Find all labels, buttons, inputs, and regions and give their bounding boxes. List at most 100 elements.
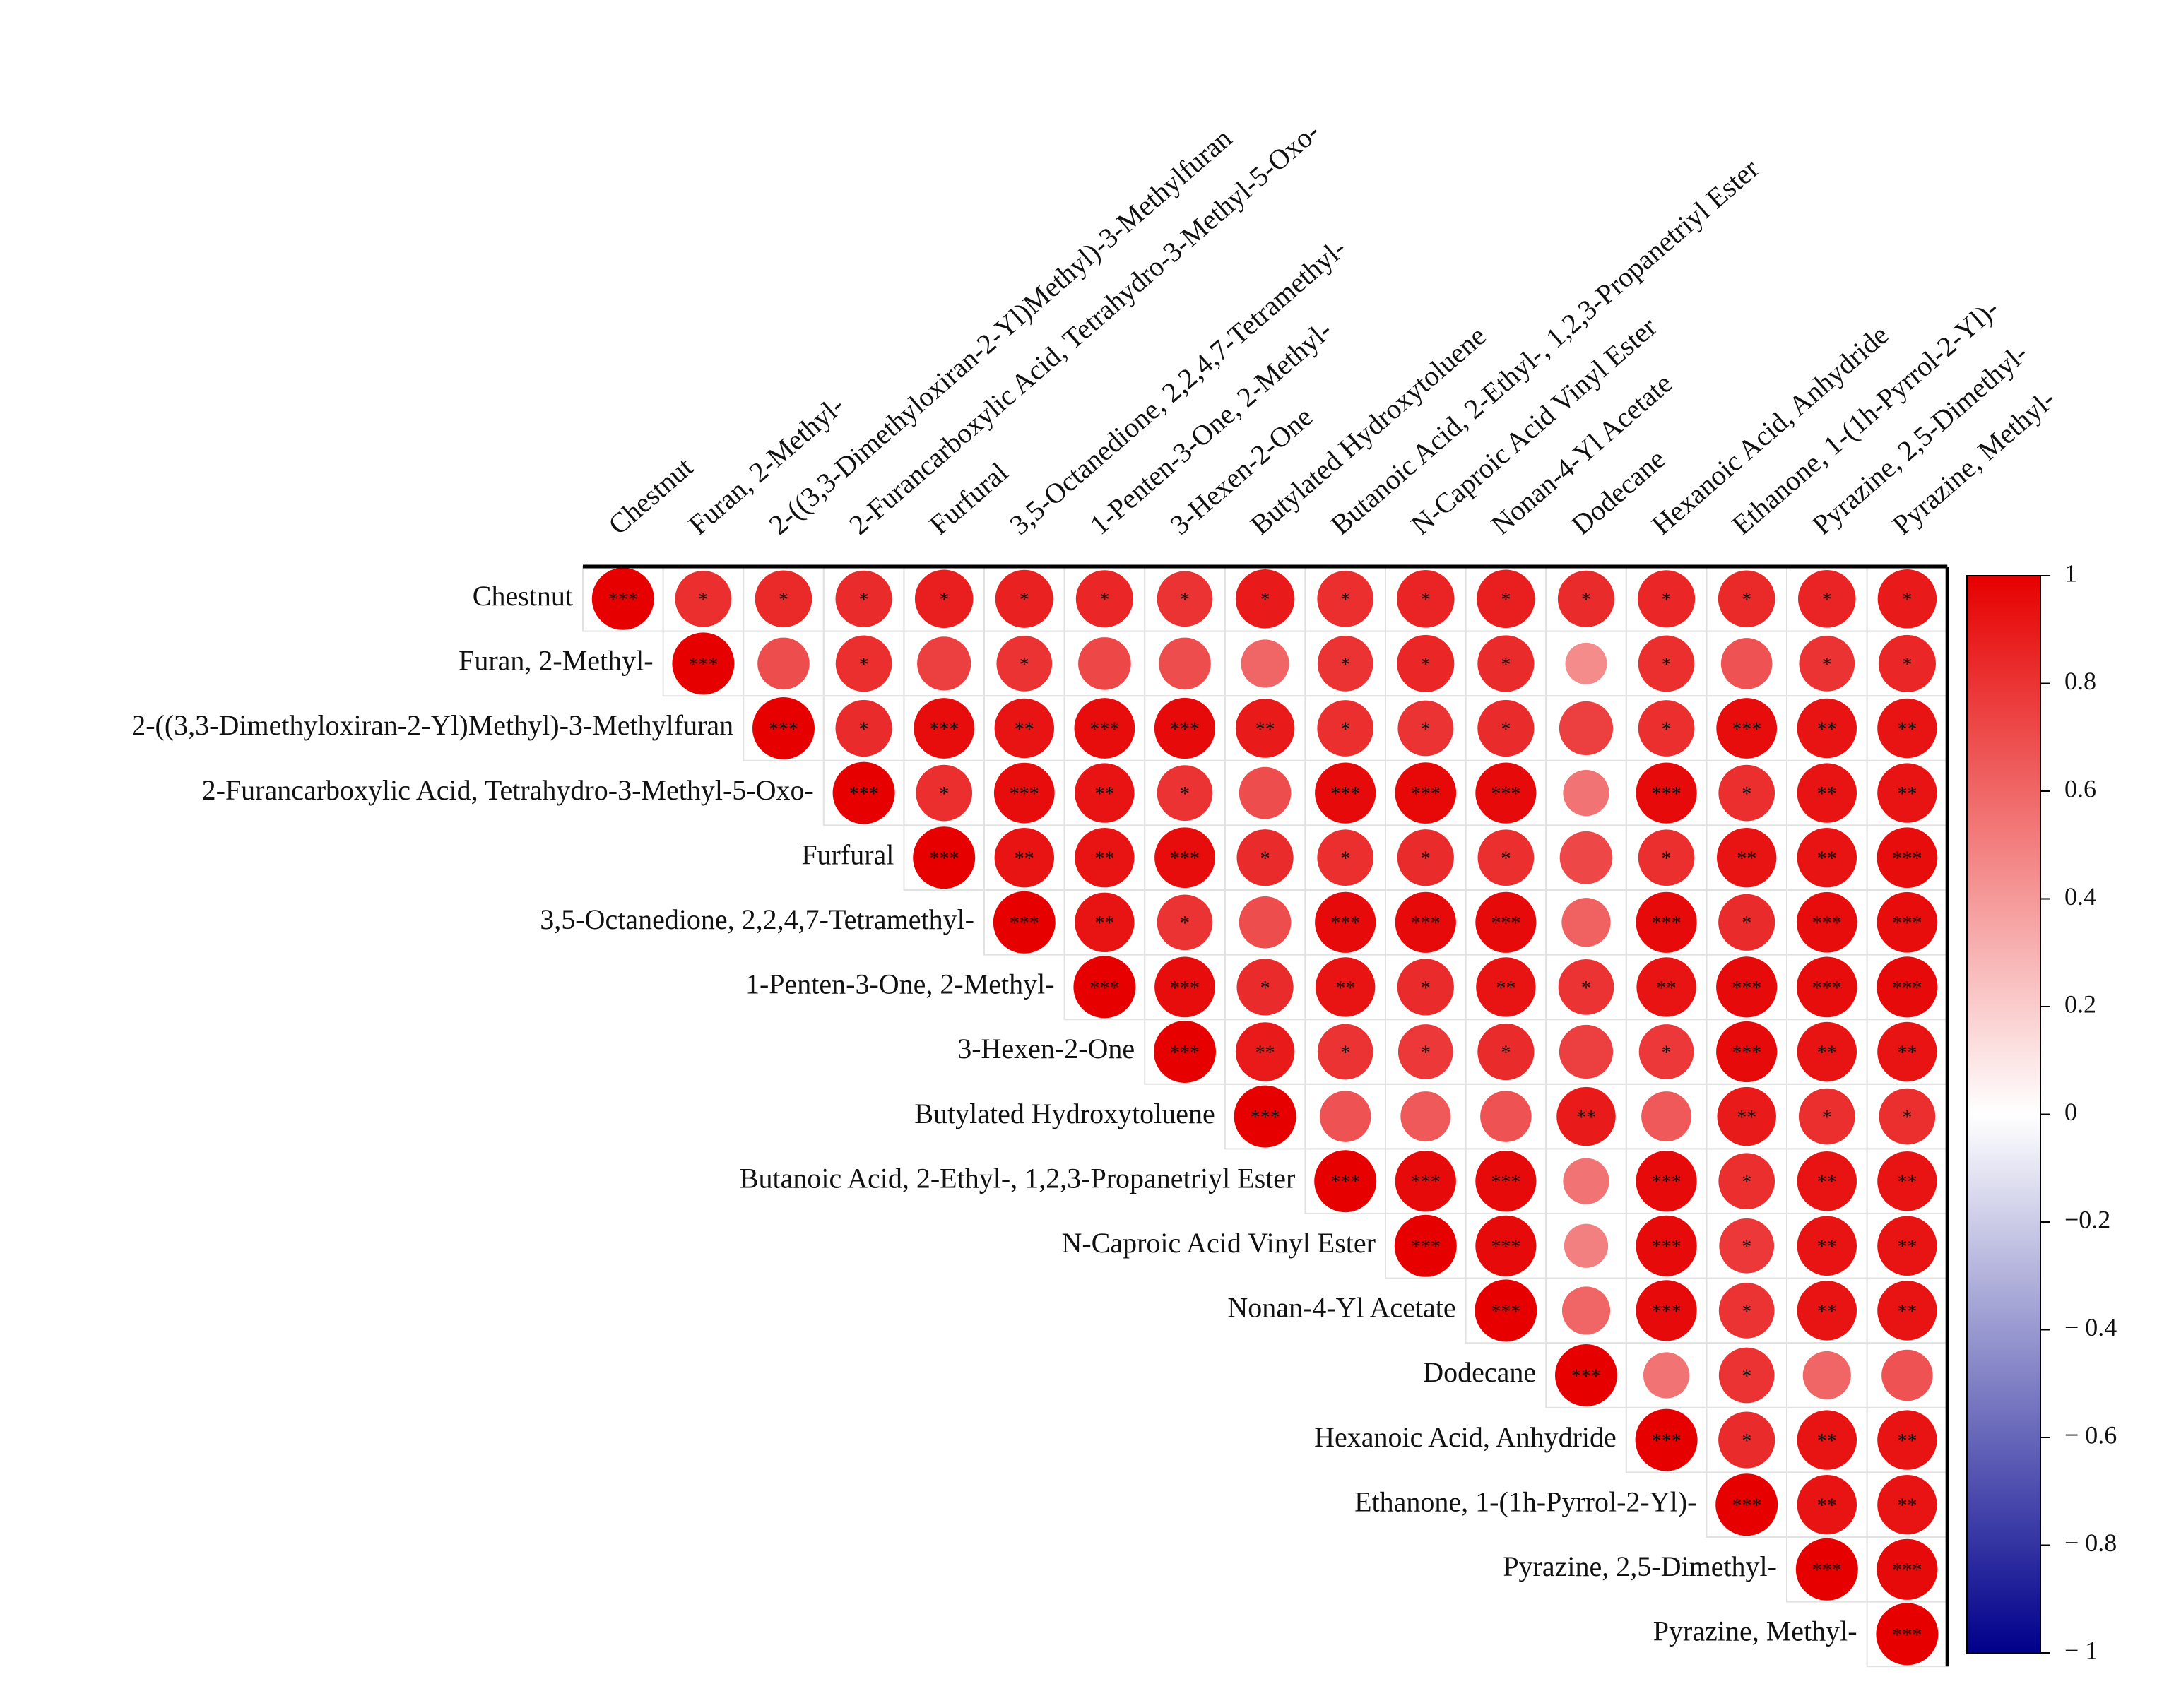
significance: ** xyxy=(1657,978,1677,1000)
significance: ** xyxy=(1817,848,1837,870)
correlation-circle xyxy=(1154,697,1216,759)
row-label: Dodecane xyxy=(1423,1356,1536,1388)
significance: ** xyxy=(1094,783,1114,805)
significance: *** xyxy=(1170,1042,1200,1064)
correlation-circle xyxy=(1796,956,1857,1018)
correlation-circle xyxy=(1635,1408,1698,1471)
correlation-circle xyxy=(1802,1351,1851,1400)
significance: *** xyxy=(1732,1042,1761,1064)
significance: ** xyxy=(1897,718,1917,740)
correlation-circle xyxy=(1241,639,1289,688)
significance: * xyxy=(859,589,869,611)
correlation-circle xyxy=(1477,635,1535,692)
significance: *** xyxy=(1089,978,1119,1000)
colorbar-tick-label: −0.2 xyxy=(2064,1205,2110,1233)
significance: *** xyxy=(929,718,959,740)
correlation-circle xyxy=(916,764,973,822)
correlation-circle xyxy=(1636,891,1697,953)
correlation-circle xyxy=(1154,956,1215,1018)
correlation-circle xyxy=(1797,1474,1857,1535)
colorbar-tick-label: 0.8 xyxy=(2064,667,2096,695)
correlation-circle xyxy=(1558,959,1614,1015)
column-label: Chestnut xyxy=(602,451,699,540)
correlation-circle xyxy=(1075,570,1133,628)
significance: * xyxy=(1180,589,1190,611)
correlation-circle xyxy=(1638,1024,1694,1079)
significance: * xyxy=(1742,589,1751,611)
significance: * xyxy=(1662,589,1672,611)
row-label: Butanoic Acid, 2-Ethyl-, 1,2,3-Propanetr… xyxy=(740,1162,1296,1194)
correlation-circle xyxy=(1798,1088,1855,1145)
correlation-circle xyxy=(1718,570,1775,628)
correlation-circle xyxy=(1235,699,1295,758)
correlation-circle xyxy=(832,761,895,824)
significance: *** xyxy=(1330,913,1360,935)
correlation-circle xyxy=(1718,1411,1775,1469)
significance: ** xyxy=(1817,718,1837,740)
correlation-circle xyxy=(1881,1349,1933,1401)
correlation-circle xyxy=(993,762,1055,824)
correlation-circle xyxy=(1877,1021,1937,1082)
significance: * xyxy=(1822,654,1832,676)
significance: ** xyxy=(1817,1301,1837,1323)
significance: * xyxy=(779,589,788,611)
correlation-circle xyxy=(917,636,971,691)
correlation-circle xyxy=(1636,1151,1697,1212)
significance: ** xyxy=(1737,1107,1756,1129)
significance: *** xyxy=(1892,1625,1922,1647)
significance: * xyxy=(1421,978,1431,1000)
correlation-circle xyxy=(1555,1344,1617,1406)
correlation-circle xyxy=(1395,891,1456,953)
significance: *** xyxy=(1652,783,1682,805)
significance: ** xyxy=(1817,1495,1837,1517)
significance: *** xyxy=(1491,1236,1520,1258)
row-label: 3,5-Octanedione, 2,2,4,7-Tetramethyl- xyxy=(540,903,974,935)
significance: *** xyxy=(1170,848,1200,870)
significance: * xyxy=(1020,654,1029,676)
significance: *** xyxy=(1251,1107,1280,1129)
correlation-circle xyxy=(1239,896,1292,949)
significance: * xyxy=(859,718,869,740)
correlation-circle xyxy=(1159,637,1211,690)
correlation-circle xyxy=(1396,569,1455,628)
correlation-circle xyxy=(1234,1085,1296,1148)
significance: *** xyxy=(1571,1365,1601,1387)
correlation-circle xyxy=(1877,763,1937,823)
correlation-circle xyxy=(1797,827,1857,888)
significance: *** xyxy=(1732,978,1761,1000)
significance: * xyxy=(1742,1430,1751,1452)
significance: ** xyxy=(1897,1236,1917,1258)
significance: ** xyxy=(1015,848,1034,870)
correlation-circle xyxy=(1561,1286,1611,1335)
significance: *** xyxy=(1732,1495,1761,1517)
row-label: 2-Furancarboxylic Acid, Tetrahydro-3-Met… xyxy=(202,774,814,806)
colorbar-tick-label: 0 xyxy=(2064,1098,2077,1126)
significance: ** xyxy=(1897,1172,1917,1194)
correlation-circle xyxy=(1719,1218,1775,1274)
correlation-circle xyxy=(1565,642,1607,684)
significance: *** xyxy=(929,848,959,870)
correlation-circle xyxy=(1877,1538,1938,1600)
significance: * xyxy=(1662,654,1672,676)
correlation-circle xyxy=(591,567,654,630)
correlation-circle xyxy=(1718,764,1775,822)
significance: * xyxy=(1742,1236,1751,1258)
correlation-circle xyxy=(1797,763,1857,823)
correlation-circle xyxy=(1877,698,1937,759)
correlation-circle xyxy=(1636,762,1697,824)
significance: * xyxy=(939,783,949,805)
correlation-circle xyxy=(1563,1158,1609,1204)
significance: *** xyxy=(1010,783,1039,805)
row-label: Furan, 2-Methyl- xyxy=(459,645,654,677)
correlation-circle xyxy=(1877,1281,1937,1341)
row-label: 1-Penten-3-One, 2-Methyl- xyxy=(745,968,1055,1000)
row-label: Pyrazine, 2,5-Dimethyl- xyxy=(1503,1550,1777,1582)
correlation-circle xyxy=(1638,829,1695,886)
correlation-circle xyxy=(1636,957,1696,1017)
significance: * xyxy=(1902,589,1912,611)
correlation-circle xyxy=(1718,1347,1775,1404)
correlation-circle xyxy=(1154,827,1215,889)
correlation-circle xyxy=(835,699,892,757)
significance: ** xyxy=(1737,848,1756,870)
colorbar-tick-label: 1 xyxy=(2064,559,2077,587)
